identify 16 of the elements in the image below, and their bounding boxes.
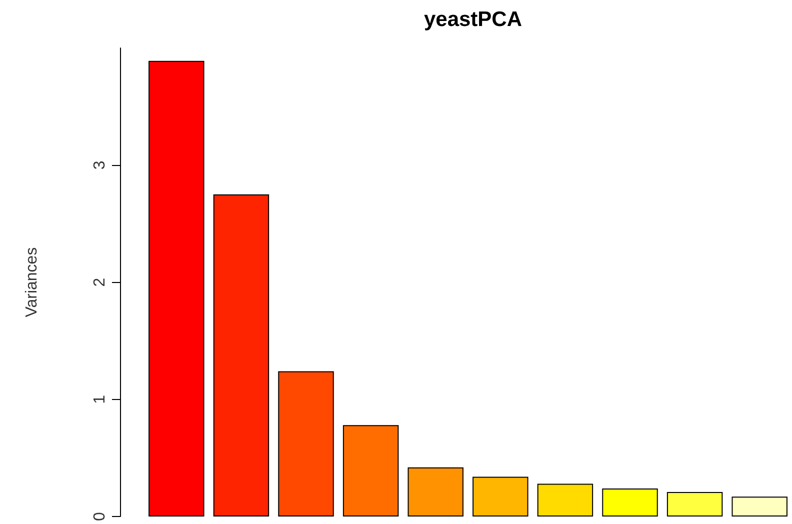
y-tick-label: 0: [92, 512, 108, 522]
bar: [602, 488, 658, 517]
bar: [342, 425, 399, 517]
y-tick-label: 2: [92, 278, 108, 287]
bar: [278, 371, 334, 517]
bar: [408, 467, 464, 517]
y-tick-label: 3: [92, 160, 108, 170]
bar: [148, 60, 204, 517]
bar: [666, 492, 723, 517]
chart-title: yeastPCA: [424, 8, 522, 31]
y-tick-label: 1: [92, 394, 108, 404]
bar: [213, 194, 270, 517]
bar: [472, 476, 528, 517]
y-axis-title: Variances: [24, 247, 40, 318]
bar: [732, 496, 788, 517]
bar: [537, 484, 594, 517]
